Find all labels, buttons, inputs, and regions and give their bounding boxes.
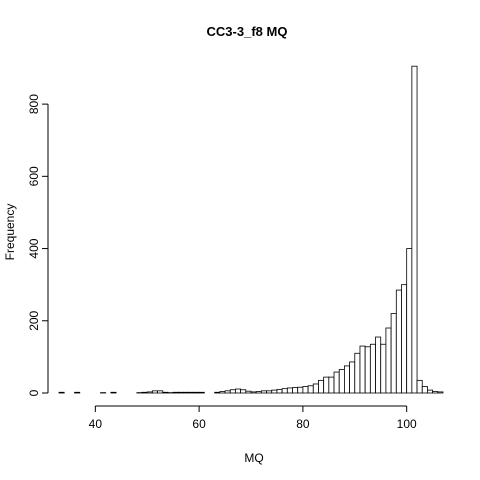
histogram-bar bbox=[375, 336, 382, 394]
histogram-bar bbox=[328, 376, 335, 394]
x-tick-label: 40 bbox=[89, 417, 103, 431]
histogram-bar bbox=[183, 391, 190, 394]
histogram-bar bbox=[364, 346, 371, 394]
histogram-bar bbox=[312, 383, 319, 394]
histogram-bar bbox=[354, 352, 361, 394]
histogram-bars bbox=[58, 65, 444, 394]
histogram-bar bbox=[74, 391, 81, 394]
x-tick-label: 80 bbox=[296, 417, 310, 431]
histogram-bar bbox=[229, 389, 236, 394]
histogram-bar bbox=[110, 391, 117, 394]
histogram-bar bbox=[250, 391, 257, 394]
histogram-bar bbox=[395, 289, 402, 394]
x-axis: 40 60 80 100 bbox=[89, 405, 417, 431]
histogram-bar bbox=[260, 390, 267, 394]
histogram-bar bbox=[281, 388, 288, 394]
histogram-bar bbox=[157, 390, 164, 394]
histogram-bar bbox=[349, 361, 356, 394]
histogram-bar bbox=[338, 369, 345, 394]
y-tick-label: 400 bbox=[27, 238, 41, 258]
histogram-bar bbox=[421, 386, 428, 394]
histogram-bar bbox=[193, 391, 200, 394]
histogram-bar bbox=[172, 391, 179, 394]
histogram-bar bbox=[344, 365, 351, 394]
histogram-bar bbox=[369, 343, 376, 394]
histogram-bar bbox=[58, 391, 65, 394]
chart-title: CC3-3_f8 MQ bbox=[207, 24, 288, 39]
histogram-bar bbox=[401, 284, 408, 394]
histogram-bar bbox=[177, 391, 184, 394]
histogram-bar bbox=[390, 313, 397, 394]
histogram-bar bbox=[427, 389, 434, 394]
histogram-bar bbox=[162, 391, 169, 394]
histogram-bar bbox=[302, 386, 309, 394]
histogram-bar bbox=[240, 389, 247, 394]
histogram-bar bbox=[385, 327, 392, 394]
histogram-bar bbox=[276, 388, 283, 394]
histogram-bar bbox=[141, 391, 148, 394]
histogram-bar bbox=[286, 387, 293, 394]
histogram-bar bbox=[198, 391, 205, 394]
histogram-bar bbox=[146, 391, 153, 394]
histogram-bar bbox=[359, 345, 366, 394]
y-axis-label: Frequency bbox=[3, 204, 17, 261]
y-tick-label: 0 bbox=[27, 389, 41, 396]
histogram-bar bbox=[297, 386, 304, 394]
histogram-bar bbox=[380, 343, 387, 394]
y-tick-label: 800 bbox=[27, 94, 41, 114]
histogram-bar bbox=[318, 379, 325, 394]
x-tick-label: 60 bbox=[192, 417, 206, 431]
histogram-bar bbox=[333, 371, 340, 394]
histogram-bar bbox=[255, 391, 262, 394]
histogram-bar bbox=[235, 388, 242, 394]
histogram-bar bbox=[152, 390, 159, 394]
histogram-bar bbox=[224, 390, 231, 394]
histogram-bar bbox=[214, 391, 221, 394]
histogram-bar bbox=[219, 391, 226, 394]
histogram-bar bbox=[188, 391, 195, 394]
y-tick-label: 200 bbox=[27, 310, 41, 330]
histogram-bar bbox=[266, 390, 273, 394]
histogram-bar bbox=[416, 379, 423, 394]
histogram-bar bbox=[323, 376, 330, 394]
histogram-bar bbox=[245, 390, 252, 394]
x-axis-label: MQ bbox=[244, 451, 263, 465]
histogram-bar bbox=[432, 391, 439, 394]
x-tick-label: 100 bbox=[397, 417, 417, 431]
histogram-bar bbox=[411, 65, 418, 394]
histogram-bar bbox=[271, 389, 278, 394]
histogram-bar bbox=[292, 387, 299, 394]
y-tick-label: 600 bbox=[27, 166, 41, 186]
histogram-bar bbox=[406, 248, 413, 394]
y-axis: 0 200 400 600 800 bbox=[27, 94, 49, 396]
histogram-bar bbox=[437, 391, 444, 394]
histogram-bar bbox=[307, 385, 314, 394]
